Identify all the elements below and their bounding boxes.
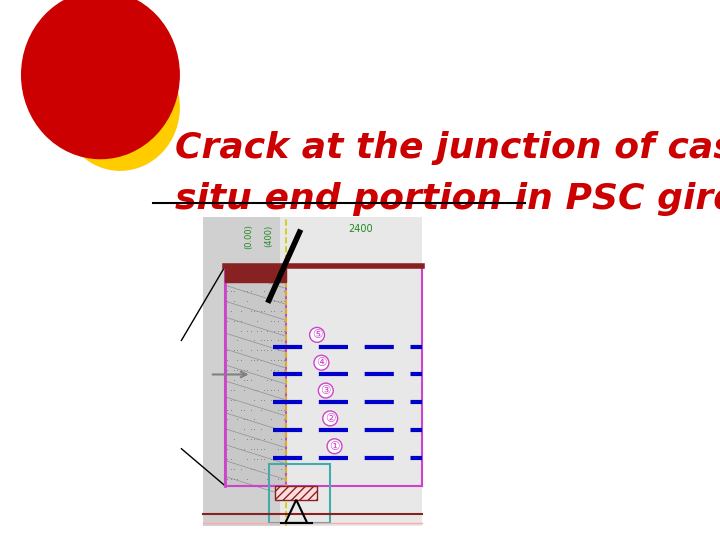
Text: Crack at the junction of cast-in-: Crack at the junction of cast-in-: [175, 131, 720, 165]
Text: ③: ③: [320, 384, 331, 397]
Bar: [269, 464, 330, 523]
Text: ④: ④: [316, 356, 327, 369]
Text: situ end portion in PSC girders: situ end portion in PSC girders: [175, 182, 720, 216]
Text: 2400: 2400: [348, 225, 373, 234]
Bar: [280, 217, 422, 526]
Bar: [276, 486, 317, 500]
Circle shape: [61, 45, 179, 170]
Text: (400): (400): [264, 225, 274, 247]
Circle shape: [22, 0, 179, 159]
Text: (0.00): (0.00): [245, 225, 253, 249]
Bar: [203, 217, 422, 526]
Polygon shape: [225, 266, 287, 486]
Text: ⑤: ⑤: [312, 328, 323, 341]
Bar: [225, 266, 287, 282]
Text: ②: ②: [325, 412, 336, 425]
Text: ①: ①: [329, 440, 340, 453]
